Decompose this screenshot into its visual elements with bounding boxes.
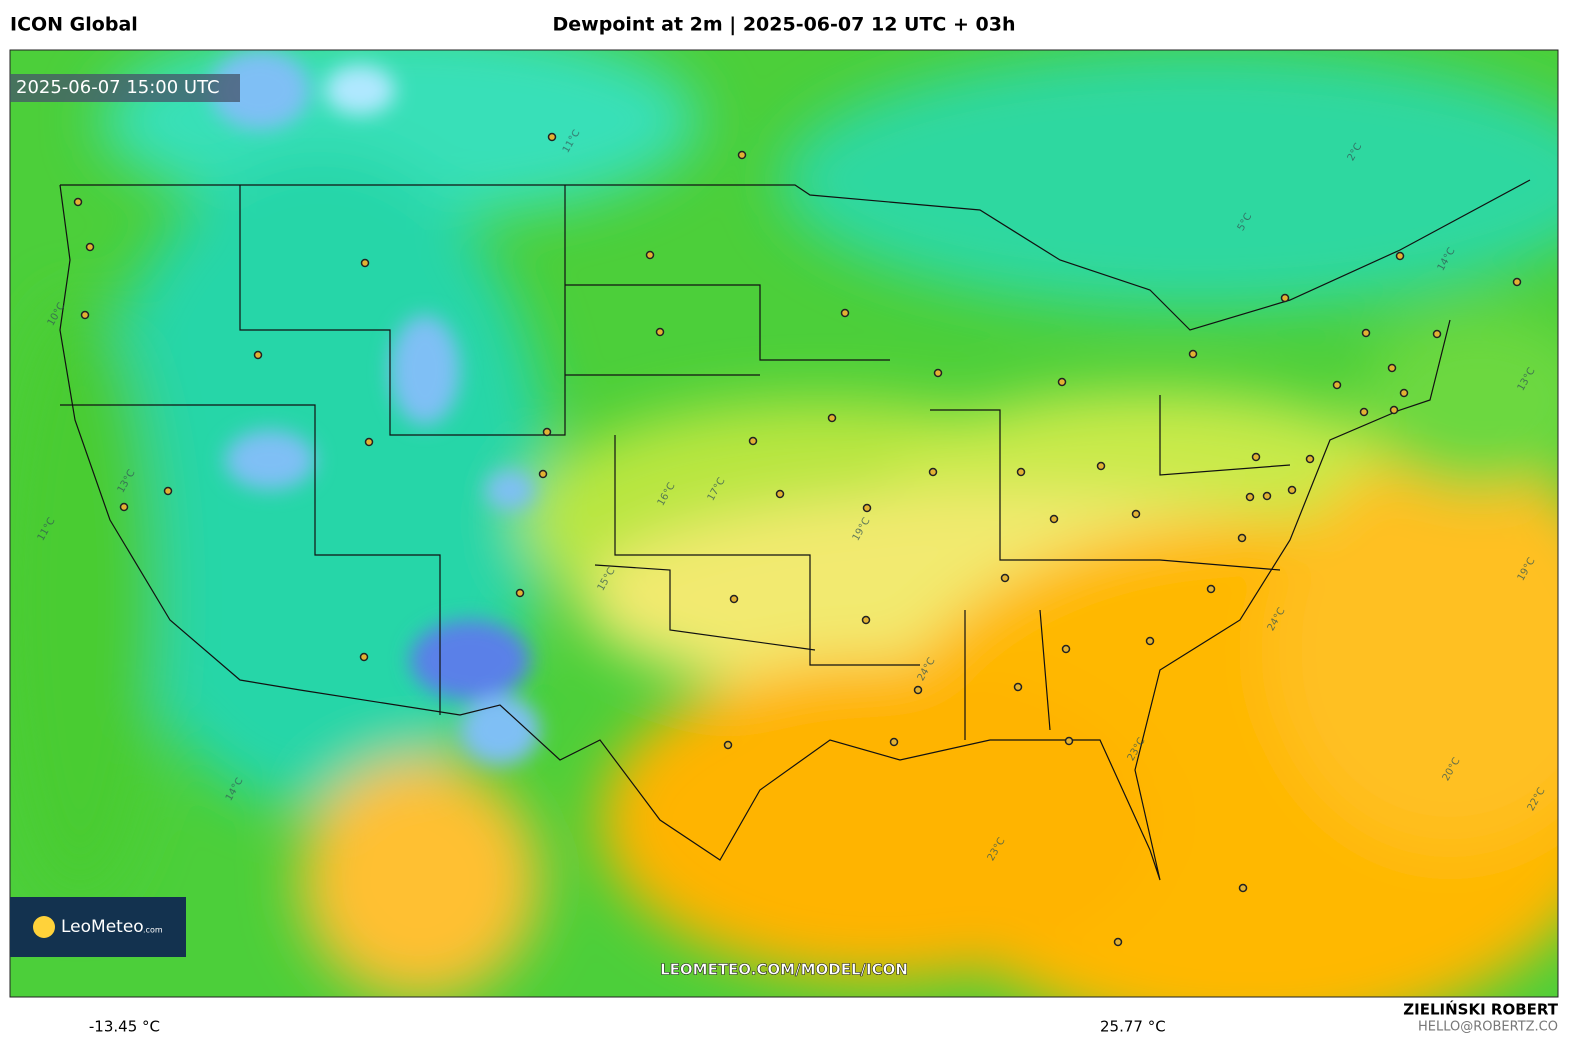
city-dot bbox=[1432, 329, 1442, 339]
city-dot bbox=[253, 350, 263, 360]
city-dot bbox=[364, 437, 374, 447]
city-dot bbox=[547, 132, 557, 142]
city-dot bbox=[1096, 461, 1106, 471]
city-dot bbox=[737, 150, 747, 160]
city-dot bbox=[1049, 514, 1059, 524]
logo-name: LeoMeteo bbox=[61, 917, 144, 937]
city-dot bbox=[775, 489, 785, 499]
watermark: LEOMETEO.COM/MODEL/ICON bbox=[660, 961, 908, 979]
logo-sun bbox=[33, 916, 55, 938]
city-dot bbox=[1245, 492, 1255, 502]
map-frame bbox=[9, 49, 1559, 998]
city-dot bbox=[73, 197, 83, 207]
cities bbox=[73, 132, 1522, 947]
city-dot bbox=[840, 308, 850, 318]
city-dot bbox=[1399, 388, 1409, 398]
city-dot bbox=[1145, 636, 1155, 646]
author: ZIELIŃSKI ROBERT bbox=[1403, 1000, 1558, 1019]
city-dot bbox=[1000, 573, 1010, 583]
city-dot bbox=[928, 467, 938, 477]
city-dot bbox=[861, 615, 871, 625]
city-dot bbox=[1361, 328, 1371, 338]
email: HELLO@ROBERTZ.CO bbox=[1418, 1020, 1558, 1035]
city-dot bbox=[1064, 736, 1074, 746]
city-dot bbox=[1287, 485, 1297, 495]
city-dot bbox=[933, 368, 943, 378]
city-dot bbox=[1013, 682, 1023, 692]
valid-time: 2025-06-07 15:00 UTC bbox=[16, 77, 220, 98]
city-dot bbox=[515, 588, 525, 598]
city-dot bbox=[862, 503, 872, 513]
city-dot bbox=[1512, 277, 1522, 287]
city-dot bbox=[360, 258, 370, 268]
city-dot bbox=[645, 250, 655, 260]
city-dot bbox=[1061, 644, 1071, 654]
city-dot bbox=[119, 502, 129, 512]
dewpoint-field: 11°C10°C13°C11°C14°C17°C16°C19°C24°C23°C… bbox=[10, 50, 1558, 997]
city-dot bbox=[1188, 349, 1198, 359]
city-dot bbox=[1237, 533, 1247, 543]
city-dot bbox=[655, 327, 665, 337]
borders bbox=[59, 179, 1531, 881]
map-title: Dewpoint at 2m | 2025-06-07 12 UTC + 03h bbox=[553, 14, 1016, 36]
city-dot bbox=[1389, 405, 1399, 415]
city-dot bbox=[889, 737, 899, 747]
city-dot bbox=[1280, 293, 1290, 303]
logo-suffix: .com bbox=[143, 926, 163, 935]
city-dot bbox=[723, 740, 733, 750]
city-dot bbox=[1305, 454, 1315, 464]
city-dot bbox=[80, 310, 90, 320]
time-badge bbox=[10, 74, 240, 102]
city-dot bbox=[1359, 407, 1369, 417]
city-dot bbox=[729, 594, 739, 604]
min-value: -13.45 °C bbox=[89, 1018, 160, 1036]
city-dot bbox=[163, 486, 173, 496]
city-dot bbox=[1016, 467, 1026, 477]
city-dot bbox=[1332, 380, 1342, 390]
city-dot bbox=[1262, 491, 1272, 501]
city-dot bbox=[1395, 251, 1405, 261]
city-dot bbox=[748, 436, 758, 446]
city-dot bbox=[827, 413, 837, 423]
city-dot bbox=[1113, 937, 1123, 947]
city-dot bbox=[1387, 363, 1397, 373]
city-dot bbox=[359, 652, 369, 662]
city-dot bbox=[538, 469, 548, 479]
city-dot bbox=[85, 242, 95, 252]
model-name: ICON Global bbox=[10, 14, 138, 36]
city-dot bbox=[1238, 883, 1248, 893]
city-dot bbox=[1206, 584, 1216, 594]
max-value: 25.77 °C bbox=[1100, 1018, 1166, 1036]
city-dot bbox=[1057, 377, 1067, 387]
city-dot bbox=[542, 427, 552, 437]
city-dot bbox=[1131, 509, 1141, 519]
city-dot bbox=[913, 685, 923, 695]
city-dot bbox=[1251, 452, 1261, 462]
